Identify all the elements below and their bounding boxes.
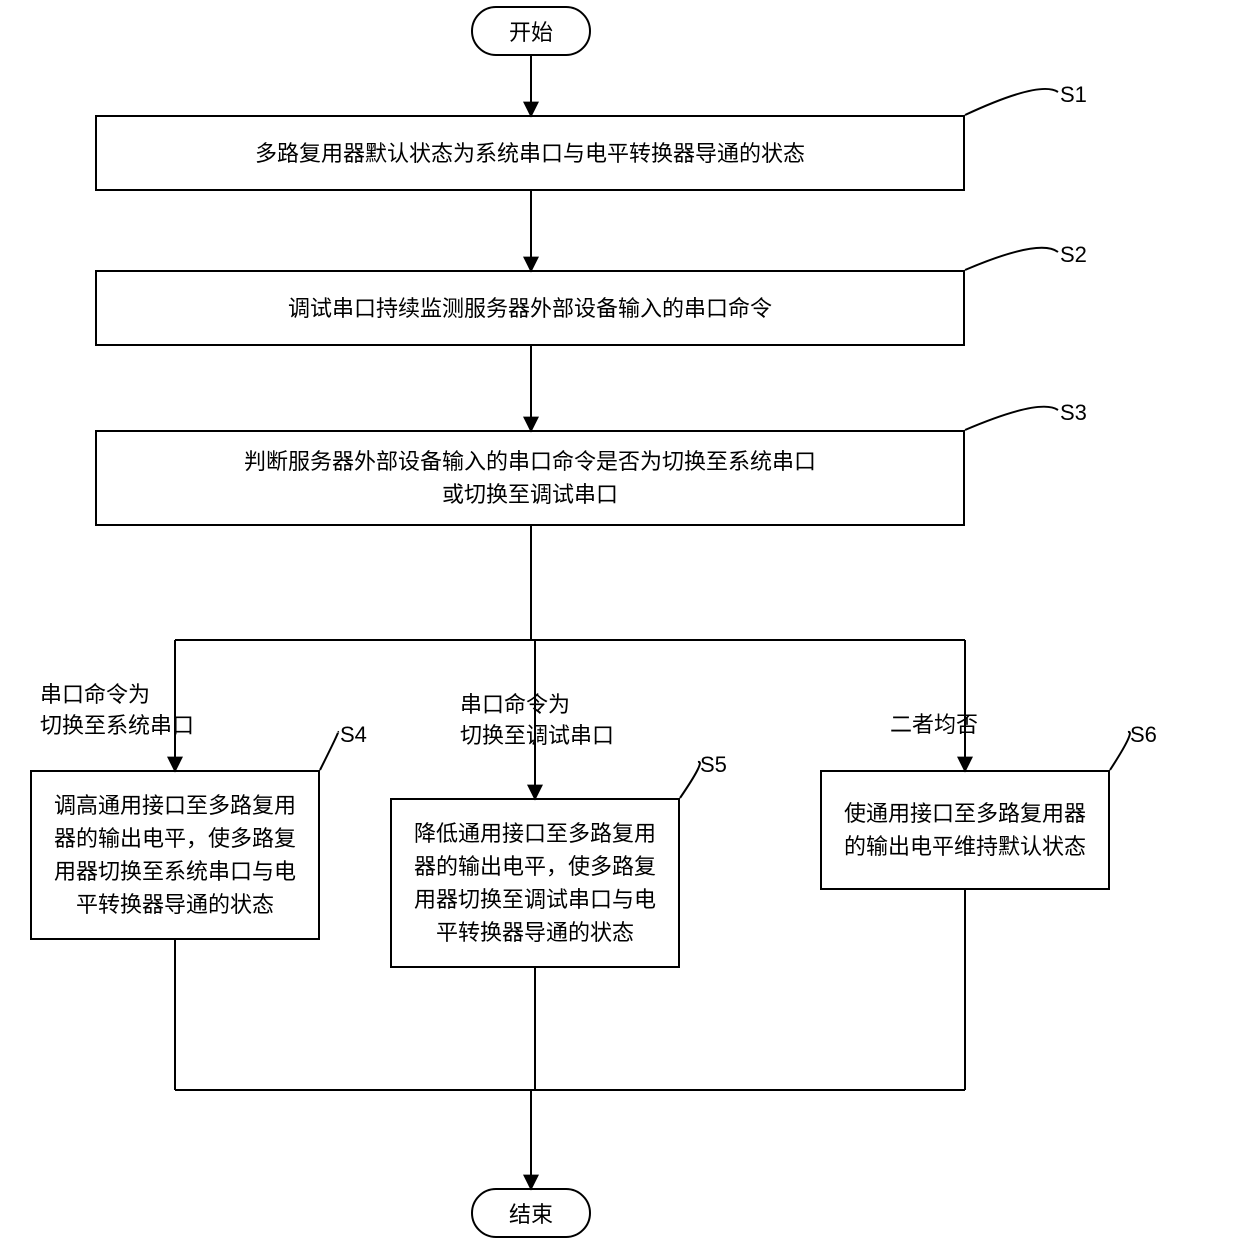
step-tag-s6: S6: [1130, 720, 1157, 751]
step-text: 判断服务器外部设备输入的串口命令是否为切换至系统串口 或切换至调试串口: [244, 445, 816, 511]
start-terminal: 开始: [471, 6, 591, 56]
step-tag-s3: S3: [1060, 398, 1087, 429]
step-tag-s1: S1: [1060, 80, 1087, 111]
step-s2: 调试串口持续监测服务器外部设备输入的串口命令: [95, 270, 965, 346]
step-tag-s2: S2: [1060, 240, 1087, 271]
step-s1: 多路复用器默认状态为系统串口与电平转换器导通的状态: [95, 115, 965, 191]
terminal-label: 开始: [509, 15, 553, 47]
step-text: 使通用接口至多路复用器 的输出电平维持默认状态: [844, 797, 1086, 863]
branch-label-left: 串口命令为 切换至系统串口: [40, 680, 194, 742]
step-s6: 使通用接口至多路复用器 的输出电平维持默认状态: [820, 770, 1110, 890]
step-text: 调试串口持续监测服务器外部设备输入的串口命令: [288, 292, 772, 325]
step-tag-s5: S5: [700, 750, 727, 781]
step-s5: 降低通用接口至多路复用 器的输出电平，使多路复 用器切换至调试串口与电 平转换器…: [390, 798, 680, 968]
step-s3: 判断服务器外部设备输入的串口命令是否为切换至系统串口 或切换至调试串口: [95, 430, 965, 526]
step-s4: 调高通用接口至多路复用 器的输出电平，使多路复 用器切换至系统串口与电 平转换器…: [30, 770, 320, 940]
step-tag-s4: S4: [340, 720, 367, 751]
step-text: 降低通用接口至多路复用 器的输出电平，使多路复 用器切换至调试串口与电 平转换器…: [414, 817, 656, 949]
step-text: 调高通用接口至多路复用 器的输出电平，使多路复 用器切换至系统串口与电 平转换器…: [54, 789, 296, 921]
step-text: 多路复用器默认状态为系统串口与电平转换器导通的状态: [255, 137, 805, 170]
terminal-label: 结束: [509, 1197, 553, 1229]
branch-label-middle: 串口命令为 切换至调试串口: [460, 690, 614, 752]
end-terminal: 结束: [471, 1188, 591, 1238]
branch-label-right: 二者均否: [890, 710, 978, 741]
